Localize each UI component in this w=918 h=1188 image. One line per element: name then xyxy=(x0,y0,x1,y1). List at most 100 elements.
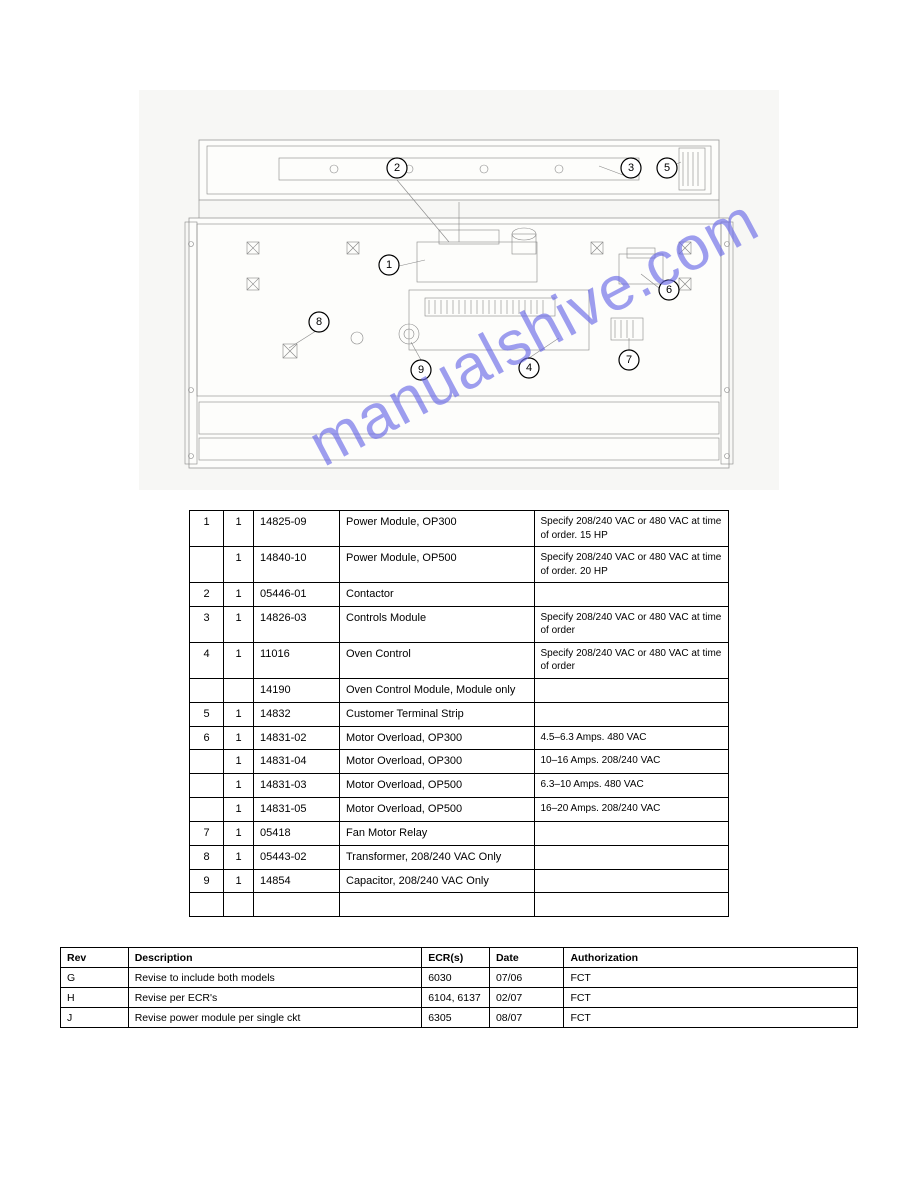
parts-cell-qty: 1 xyxy=(224,642,254,678)
history-cell: FCT xyxy=(564,968,858,988)
parts-cell-desc xyxy=(340,893,535,917)
parts-cell-qty: 1 xyxy=(224,583,254,607)
parts-cell-num: 5 xyxy=(190,702,224,726)
parts-row: 14190Oven Control Module, Module only xyxy=(190,678,729,702)
parts-cell-partnum: 14854 xyxy=(254,869,340,893)
parts-cell-remark: 4.5–6.3 Amps. 480 VAC xyxy=(534,726,729,750)
parts-row: 4111016Oven ControlSpecify 208/240 VAC o… xyxy=(190,642,729,678)
parts-cell-qty: 1 xyxy=(224,606,254,642)
parts-cell-remark: Specify 208/240 VAC or 480 VAC at time o… xyxy=(534,642,729,678)
parts-row: 114831-05Motor Overload, OP50016–20 Amps… xyxy=(190,798,729,822)
parts-cell-desc: Transformer, 208/240 VAC Only xyxy=(340,845,535,869)
parts-row: 7105418Fan Motor Relay xyxy=(190,821,729,845)
parts-cell-desc: Motor Overload, OP300 xyxy=(340,726,535,750)
parts-row: 3114826-03Controls ModuleSpecify 208/240… xyxy=(190,606,729,642)
parts-cell-num: 6 xyxy=(190,726,224,750)
parts-cell-num xyxy=(190,547,224,583)
parts-cell-desc: Motor Overload, OP500 xyxy=(340,798,535,822)
parts-cell-desc: Oven Control xyxy=(340,642,535,678)
parts-table: 1114825-09Power Module, OP300Specify 208… xyxy=(189,510,729,917)
diagram-callout-label-9: 9 xyxy=(418,364,424,376)
parts-cell-qty: 1 xyxy=(224,869,254,893)
diagram-callout-label-2: 2 xyxy=(394,162,400,174)
history-cell: 07/06 xyxy=(489,968,564,988)
parts-row: 9114854Capacitor, 208/240 VAC Only xyxy=(190,869,729,893)
parts-cell-num xyxy=(190,678,224,702)
parts-row: 114831-04Motor Overload, OP30010–16 Amps… xyxy=(190,750,729,774)
parts-cell-partnum: 14840-10 xyxy=(254,547,340,583)
parts-cell-partnum: 05446-01 xyxy=(254,583,340,607)
parts-cell-remark xyxy=(534,678,729,702)
parts-cell-num xyxy=(190,798,224,822)
parts-cell-qty: 1 xyxy=(224,511,254,547)
parts-cell-qty xyxy=(224,678,254,702)
parts-cell-desc: Power Module, OP500 xyxy=(340,547,535,583)
parts-cell-desc: Contactor xyxy=(340,583,535,607)
history-cell: H xyxy=(61,988,129,1008)
diagram-callout-label-1: 1 xyxy=(386,259,392,271)
parts-cell-remark xyxy=(534,845,729,869)
parts-cell-desc: Customer Terminal Strip xyxy=(340,702,535,726)
parts-cell-desc: Fan Motor Relay xyxy=(340,821,535,845)
parts-row: 114831-03Motor Overload, OP5006.3–10 Amp… xyxy=(190,774,729,798)
history-cell: Revise to include both models xyxy=(128,968,422,988)
history-cell: FCT xyxy=(564,1008,858,1028)
parts-cell-desc: Controls Module xyxy=(340,606,535,642)
history-header-row: RevDescriptionECR(s)DateAuthorization xyxy=(61,948,858,968)
history-row: GRevise to include both models603007/06F… xyxy=(61,968,858,988)
history-cell: 6030 xyxy=(422,968,490,988)
parts-cell-partnum: 05443-02 xyxy=(254,845,340,869)
parts-cell-num: 4 xyxy=(190,642,224,678)
parts-cell-partnum: 14831-04 xyxy=(254,750,340,774)
parts-cell-partnum: 14826-03 xyxy=(254,606,340,642)
parts-cell-qty: 1 xyxy=(224,547,254,583)
diagram-callout-label-5: 5 xyxy=(664,162,670,174)
parts-cell-qty: 1 xyxy=(224,702,254,726)
parts-row: 6114831-02Motor Overload, OP3004.5–6.3 A… xyxy=(190,726,729,750)
parts-cell-qty: 1 xyxy=(224,726,254,750)
parts-row: 1114825-09Power Module, OP300Specify 208… xyxy=(190,511,729,547)
parts-cell-qty: 1 xyxy=(224,798,254,822)
parts-cell-partnum: 14190 xyxy=(254,678,340,702)
parts-cell-desc: Motor Overload, OP500 xyxy=(340,774,535,798)
parts-cell-partnum: 14831-02 xyxy=(254,726,340,750)
parts-row: 2105446-01Contactor xyxy=(190,583,729,607)
parts-cell-num: 1 xyxy=(190,511,224,547)
parts-cell-num xyxy=(190,893,224,917)
diagram-callout-label-8: 8 xyxy=(316,316,322,328)
parts-cell-num: 3 xyxy=(190,606,224,642)
history-cell: Revise per ECR's xyxy=(128,988,422,1008)
component-diagram: 123456789 xyxy=(139,90,779,490)
parts-row: 8105443-02Transformer, 208/240 VAC Only xyxy=(190,845,729,869)
parts-cell-num: 9 xyxy=(190,869,224,893)
parts-cell-desc: Power Module, OP300 xyxy=(340,511,535,547)
parts-cell-partnum: 14832 xyxy=(254,702,340,726)
parts-cell-remark: Specify 208/240 VAC or 480 VAC at time o… xyxy=(534,606,729,642)
parts-cell-desc: Oven Control Module, Module only xyxy=(340,678,535,702)
history-header-cell: Authorization xyxy=(564,948,858,968)
parts-cell-desc: Motor Overload, OP300 xyxy=(340,750,535,774)
parts-cell-remark xyxy=(534,869,729,893)
history-cell: 6305 xyxy=(422,1008,490,1028)
parts-cell-num: 7 xyxy=(190,821,224,845)
parts-cell-remark xyxy=(534,893,729,917)
parts-cell-partnum: 14831-03 xyxy=(254,774,340,798)
history-cell: 08/07 xyxy=(489,1008,564,1028)
history-row: HRevise per ECR's6104, 613702/07FCT xyxy=(61,988,858,1008)
parts-cell-remark: 6.3–10 Amps. 480 VAC xyxy=(534,774,729,798)
history-cell: J xyxy=(61,1008,129,1028)
parts-cell-qty xyxy=(224,893,254,917)
parts-cell-qty: 1 xyxy=(224,821,254,845)
parts-row: 5114832Customer Terminal Strip xyxy=(190,702,729,726)
parts-cell-desc: Capacitor, 208/240 VAC Only xyxy=(340,869,535,893)
parts-cell-remark xyxy=(534,821,729,845)
revision-history-table: RevDescriptionECR(s)DateAuthorizationGRe… xyxy=(60,947,858,1028)
history-cell: 6104, 6137 xyxy=(422,988,490,1008)
history-cell: Revise power module per single ckt xyxy=(128,1008,422,1028)
parts-cell-qty: 1 xyxy=(224,845,254,869)
history-header-cell: Rev xyxy=(61,948,129,968)
history-row: JRevise power module per single ckt63050… xyxy=(61,1008,858,1028)
history-header-cell: Description xyxy=(128,948,422,968)
parts-cell-partnum xyxy=(254,893,340,917)
history-cell: G xyxy=(61,968,129,988)
